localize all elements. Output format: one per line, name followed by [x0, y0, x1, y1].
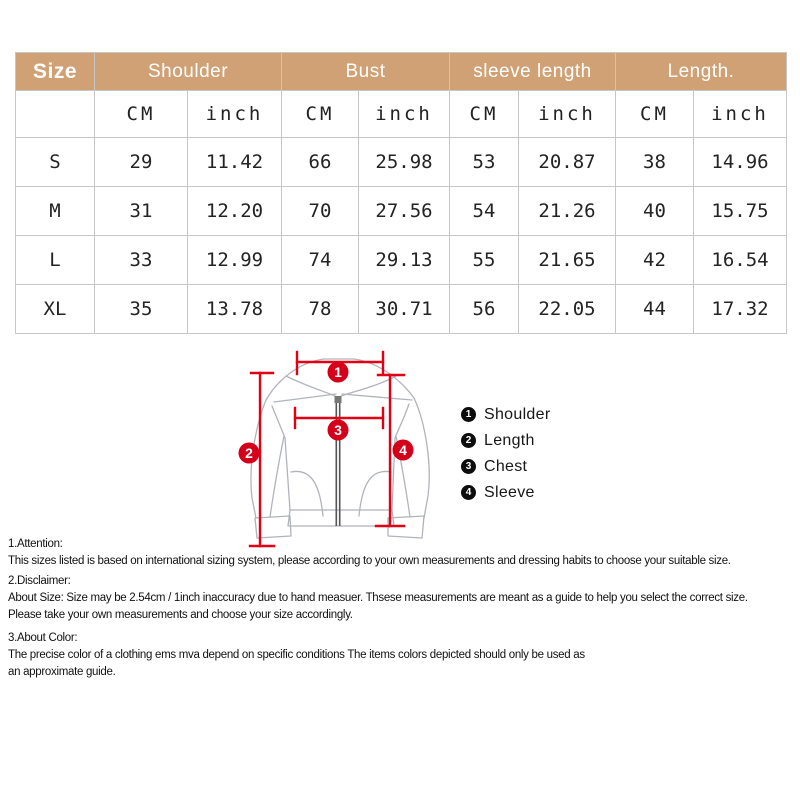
legend-label: Shoulder	[484, 405, 551, 423]
measurement-cell: 29	[94, 137, 188, 187]
legend-item-length: 2 Length	[461, 432, 550, 449]
table-unit-row: CM inch CM inch CM inch CM inch	[15, 90, 787, 138]
note-heading: 1.Attention:	[8, 538, 63, 550]
table-header-row: Size Shoulder Bust sleeve length Length.	[15, 52, 787, 91]
table-row-xl: XL 35 13.78 78 30.71 56 22.05 44 17.32	[15, 284, 787, 334]
measurement-cell: 38	[615, 137, 694, 187]
callout-2: 2	[245, 445, 253, 461]
measurement-cell: 12.20	[187, 186, 282, 236]
unit-cell-cm: CM	[94, 90, 188, 138]
unit-blank-cell	[15, 90, 95, 138]
measurement-cell: 20.87	[518, 137, 616, 187]
measurement-cell: 12.99	[187, 235, 282, 285]
note-heading: 2.Disclaimer:	[8, 575, 71, 587]
unit-cell-inch: inch	[518, 90, 616, 138]
unit-cell-cm: CM	[449, 90, 519, 138]
legend-number-badge: 2	[461, 433, 476, 448]
legend-item-chest: 3 Chest	[461, 458, 550, 475]
legend-number-badge: 1	[461, 407, 476, 422]
measurement-cell: 44	[615, 284, 694, 334]
size-cell: L	[15, 235, 95, 285]
unit-cell-cm: CM	[615, 90, 694, 138]
measurement-cell: 42	[615, 235, 694, 285]
note-line: The precise color of a clothing ems mva …	[8, 649, 585, 661]
measurement-cell: 25.98	[358, 137, 450, 187]
measurement-cell: 74	[281, 235, 359, 285]
measurement-cell: 29.13	[358, 235, 450, 285]
measurement-cell: 33	[94, 235, 188, 285]
measurement-cell: 55	[449, 235, 519, 285]
legend-label: Length	[484, 431, 535, 449]
measurement-cell: 22.05	[518, 284, 616, 334]
table-row-m: M 31 12.20 70 27.56 54 21.26 40 15.75	[15, 186, 787, 236]
callout-3: 3	[334, 422, 342, 438]
legend-label: Sleeve	[484, 483, 535, 501]
measurement-cell: 35	[94, 284, 188, 334]
col-header-length: Length.	[615, 52, 787, 91]
measurement-cell: 40	[615, 186, 694, 236]
measurement-cell: 66	[281, 137, 359, 187]
callout-circles: 1 2 3 4	[238, 361, 414, 464]
table-row-l: L 33 12.99 74 29.13 55 21.65 42 16.54	[15, 235, 787, 285]
measurement-cell: 54	[449, 186, 519, 236]
col-header-shoulder: Shoulder	[94, 52, 282, 91]
measurement-cell: 17.32	[693, 284, 787, 334]
size-chart-table: Size Shoulder Bust sleeve length Length.…	[15, 52, 787, 334]
size-cell: M	[15, 186, 95, 236]
diagram-legend: 1 Shoulder 2 Length 3 Chest 4 Sleeve	[461, 406, 550, 501]
measurement-cell: 15.75	[693, 186, 787, 236]
note-attention: 1.Attention: This sizes listed is based …	[8, 536, 796, 570]
col-header-bust: Bust	[281, 52, 450, 91]
legend-item-shoulder: 1 Shoulder	[461, 406, 550, 423]
measurement-cell: 21.65	[518, 235, 616, 285]
legend-number-badge: 3	[461, 459, 476, 474]
callout-4: 4	[399, 442, 407, 458]
measurement-cell: 56	[449, 284, 519, 334]
legend-label: Chest	[484, 457, 528, 475]
legend-item-sleeve: 4 Sleeve	[461, 484, 550, 501]
unit-cell-inch: inch	[693, 90, 787, 138]
measurement-cell: 16.54	[693, 235, 787, 285]
measurement-cell: 27.56	[358, 186, 450, 236]
col-header-size: Size	[15, 52, 95, 91]
measurement-cell: 53	[449, 137, 519, 187]
note-heading: 3.About Color:	[8, 632, 78, 644]
callout-1: 1	[334, 364, 342, 380]
table-row-s: S 29 11.42 66 25.98 53 20.87 38 14.96	[15, 137, 787, 187]
measurement-cell: 78	[281, 284, 359, 334]
legend-number-badge: 4	[461, 485, 476, 500]
zipper-line	[335, 398, 341, 526]
note-disclaimer: 2.Disclaimer: About Size: Size may be 2.…	[8, 573, 796, 624]
size-cell: XL	[15, 284, 95, 334]
measurement-cell: 11.42	[187, 137, 282, 187]
note-line: This sizes listed is based on internatio…	[8, 555, 731, 567]
size-cell: S	[15, 137, 95, 187]
unit-cell-inch: inch	[358, 90, 450, 138]
unit-cell-inch: inch	[187, 90, 282, 138]
measurement-cell: 30.71	[358, 284, 450, 334]
note-line: an approximate guide.	[8, 666, 116, 678]
note-line: About Size: Size may be 2.54cm / 1inch i…	[8, 592, 748, 604]
measurement-cell: 14.96	[693, 137, 787, 187]
note-line: Please take your own measurements and ch…	[8, 609, 353, 621]
measurement-cell: 70	[281, 186, 359, 236]
notes-section: 1.Attention: This sizes listed is based …	[8, 536, 796, 681]
unit-cell-cm: CM	[281, 90, 359, 138]
measurement-cell: 21.26	[518, 186, 616, 236]
measurement-cell: 13.78	[187, 284, 282, 334]
note-about-color: 3.About Color: The precise color of a cl…	[8, 630, 796, 681]
zipper-pull	[334, 396, 342, 403]
measurement-cell: 31	[94, 186, 188, 236]
col-header-sleeve-length: sleeve length	[449, 52, 616, 91]
hoodie-measurement-diagram: 1 2 3 4	[238, 350, 430, 548]
